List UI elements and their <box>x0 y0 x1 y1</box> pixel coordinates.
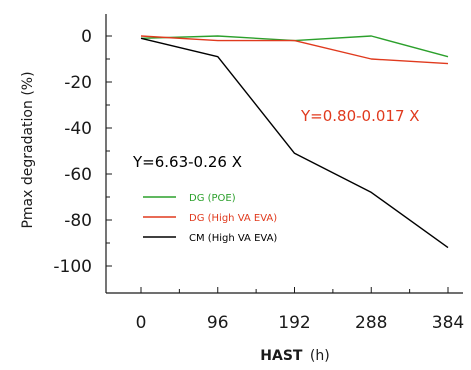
legend-entry: DG (POE) <box>189 193 236 204</box>
legend: DG (POE) DG (High VA EVA) CM (High VA EVA) <box>143 193 277 244</box>
x-tick-label: 288 <box>355 313 387 333</box>
y-tick-label: -60 <box>64 165 92 185</box>
regression-annotation: Y=0.80-0.017 X <box>300 107 420 125</box>
y-tick-label: 0 <box>81 27 92 47</box>
series-line-3 <box>140 37 449 249</box>
tick-group: 0 -20 -40 -60 -80 -100 0 96 192 288 384 <box>53 27 464 333</box>
y-tick-label: -20 <box>64 73 92 93</box>
x-tick-label: 96 <box>207 313 229 333</box>
legend-entry: CM (High VA EVA) <box>189 233 277 244</box>
y-tick-label: -100 <box>53 257 92 277</box>
series-group <box>140 35 449 249</box>
y-tick-label: -80 <box>64 211 92 231</box>
x-tick-label: 384 <box>432 313 464 333</box>
x-axis-label: HAST (h) <box>260 348 329 364</box>
series-line-2 <box>140 35 449 65</box>
y-axis-label: Pmax degradation (%) <box>20 71 36 228</box>
y-tick-label: -40 <box>64 119 92 139</box>
x-tick-label: 192 <box>278 313 310 333</box>
regression-annotation: Y=6.63-0.26 X <box>132 153 242 171</box>
x-axis-label-unit: (h) <box>310 348 330 364</box>
x-axis-label-bold: HAST <box>260 348 303 364</box>
annotation-group: Y=0.80-0.017 X Y=6.63-0.26 X <box>132 107 420 171</box>
x-tick-label: 0 <box>136 313 147 333</box>
axes <box>105 14 463 294</box>
legend-entry: DG (High VA EVA) <box>189 213 277 224</box>
